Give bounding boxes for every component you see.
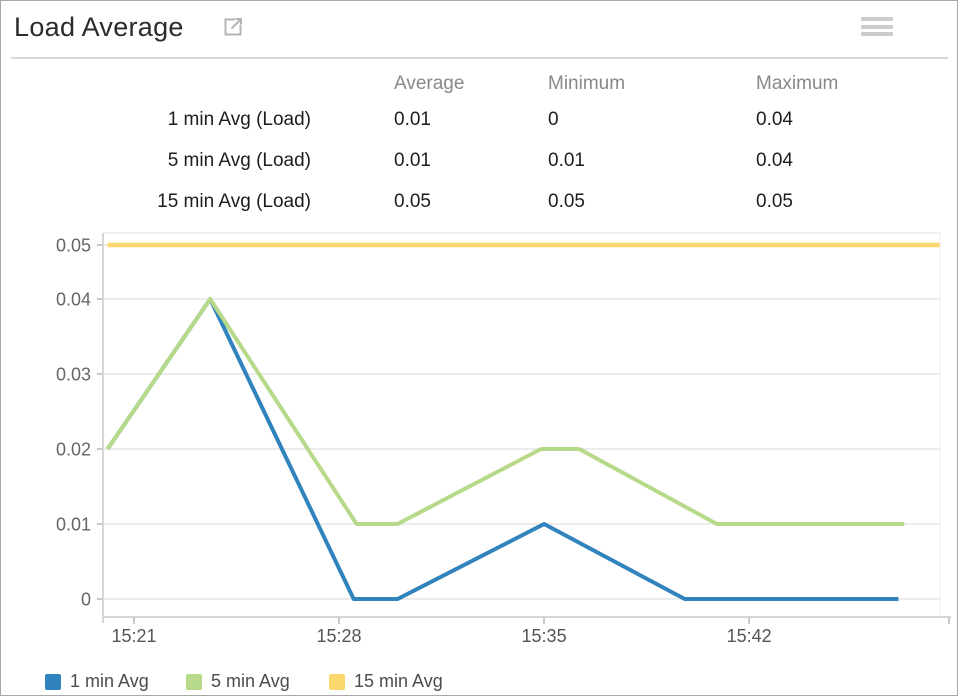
stats-row-label: 1 min Avg (Load) bbox=[167, 108, 311, 130]
stats-header-empty bbox=[1, 69, 394, 99]
stats-value-average: 0.05 bbox=[394, 190, 431, 212]
stats-header-maximum: Maximum bbox=[756, 73, 839, 94]
svg-text:0.04: 0.04 bbox=[56, 290, 91, 310]
svg-text:15:21: 15:21 bbox=[111, 626, 156, 646]
stats-value-minimum: 0.05 bbox=[548, 190, 585, 212]
legend-item-5min[interactable]: 5 min Avg bbox=[186, 671, 290, 692]
legend-label: 15 min Avg bbox=[354, 671, 443, 691]
hamburger-bar bbox=[861, 17, 893, 21]
y-axis-labels: 0 0.01 0.02 0.03 0.04 0.05 bbox=[56, 236, 91, 610]
legend-item-15min[interactable]: 15 min Avg bbox=[329, 671, 443, 692]
stats-row-label: 15 min Avg (Load) bbox=[157, 190, 311, 212]
legend-label: 1 min Avg bbox=[70, 671, 149, 691]
series-line-5-min-avg[interactable] bbox=[105, 297, 905, 526]
legend-swatch-5min bbox=[186, 673, 202, 690]
stats-row-label: 5 min Avg (Load) bbox=[167, 149, 311, 171]
svg-text:0.03: 0.03 bbox=[56, 365, 91, 385]
stats-value-average: 0.01 bbox=[394, 149, 431, 171]
stats-value-maximum: 0.05 bbox=[756, 190, 793, 212]
legend-label: 5 min Avg bbox=[211, 671, 290, 691]
legend-swatch-15min bbox=[329, 673, 345, 690]
svg-text:0.01: 0.01 bbox=[56, 515, 91, 535]
hamburger-bar bbox=[861, 32, 893, 36]
svg-text:0: 0 bbox=[81, 590, 91, 610]
hamburger-bar bbox=[861, 24, 893, 29]
svg-text:0.02: 0.02 bbox=[56, 440, 91, 460]
x-axis-labels: 15:21 15:28 15:35 15:42 bbox=[111, 617, 950, 646]
external-link-icon[interactable] bbox=[222, 16, 244, 38]
svg-text:15:35: 15:35 bbox=[522, 626, 567, 646]
stats-value-minimum: 0 bbox=[548, 108, 559, 130]
stats-value-average: 0.01 bbox=[394, 108, 431, 130]
header-divider bbox=[11, 57, 948, 59]
y-gridlines bbox=[97, 244, 940, 600]
stats-value-minimum: 0.01 bbox=[548, 149, 585, 171]
stats-header-minimum: Minimum bbox=[548, 73, 626, 94]
hamburger-menu-icon[interactable] bbox=[861, 17, 893, 40]
page-title: Load Average bbox=[14, 12, 184, 42]
stats-header-average: Average bbox=[394, 73, 465, 94]
stats-table: Average Minimum Maximum 1 min Avg (Load)… bbox=[1, 69, 959, 222]
svg-text:0.05: 0.05 bbox=[56, 236, 91, 256]
legend-swatch-1min bbox=[45, 673, 61, 690]
stats-value-maximum: 0.04 bbox=[756, 149, 793, 171]
stats-value-maximum: 0.04 bbox=[756, 108, 793, 130]
legend-item-1min[interactable]: 1 min Avg bbox=[45, 671, 149, 692]
svg-text:15:28: 15:28 bbox=[317, 626, 362, 646]
svg-text:15:42: 15:42 bbox=[727, 626, 772, 646]
